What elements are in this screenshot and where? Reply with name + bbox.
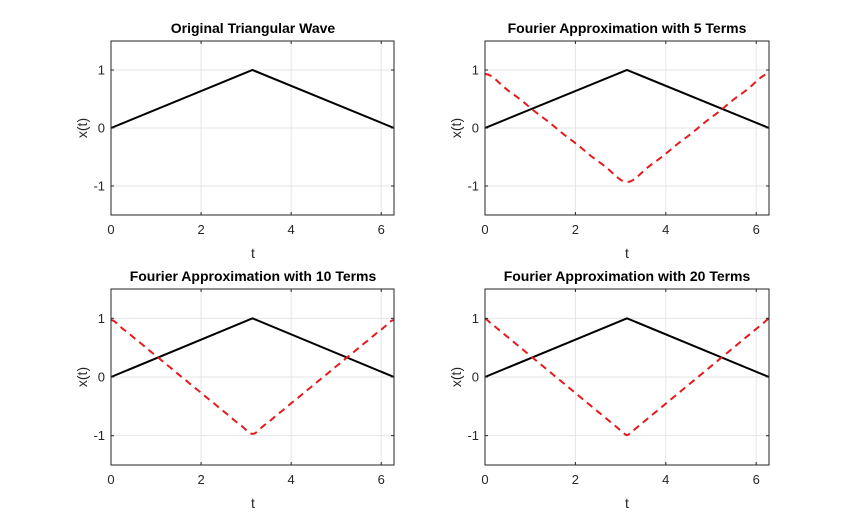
x-tick-label: 6 <box>753 472 760 487</box>
y-tick-label: -1 <box>93 428 105 443</box>
x-tick-label: 6 <box>753 222 760 237</box>
x-tick-label: 4 <box>662 222 669 237</box>
x-tick-label: 2 <box>197 472 204 487</box>
curves <box>110 317 395 435</box>
tick-labels: 0 2 4 6 -1 0 1 <box>467 289 769 487</box>
original-wave-line <box>484 68 770 129</box>
tick-labels: 0 2 4 6 -1 0 1 <box>93 289 394 487</box>
x-tick-label: 0 <box>481 472 488 487</box>
y-tick-label: -1 <box>467 179 479 194</box>
x-tick-label: 2 <box>572 472 579 487</box>
x-axis-label: t <box>251 245 255 261</box>
subplot-original-wave: Original Triangular Wave 0 2 4 6 -1 0 1 t x(t) <box>74 20 395 261</box>
x-tick-label: 0 <box>107 472 114 487</box>
y-tick-label: 1 <box>472 63 479 78</box>
x-tick-label: 2 <box>572 222 579 237</box>
x-tick-label: 4 <box>288 222 295 237</box>
x-tick-label: 6 <box>378 222 385 237</box>
y-tick-label: 1 <box>98 63 105 78</box>
y-axis-label: x(t) <box>448 118 464 138</box>
subplot-title: Fourier Approximation with 20 Terms <box>504 268 751 284</box>
y-tick-label: 1 <box>472 311 479 326</box>
y-tick-label: -1 <box>467 428 479 443</box>
x-axis-label: t <box>625 245 629 261</box>
y-tick-label: 0 <box>472 121 479 136</box>
subplot-fourier-20-terms: Fourier Approximation with 20 Terms 0 2 4 6… <box>448 268 770 511</box>
x-tick-label: 6 <box>378 472 385 487</box>
y-tick-label: 1 <box>98 311 105 326</box>
tick-labels: 0 2 4 6 -1 0 1 <box>467 41 769 237</box>
fourier-approx-line <box>110 319 395 435</box>
x-tick-label: 4 <box>662 472 669 487</box>
x-tick-label: 4 <box>288 472 295 487</box>
x-tick-label: 0 <box>107 222 114 237</box>
y-tick-label: 0 <box>472 370 479 385</box>
y-axis-label: x(t) <box>74 367 90 387</box>
subplot-fourier-5-terms: Fourier Approximation with 5 Terms 0 2 4 6 -… <box>448 20 770 261</box>
subplot-fourier-10-terms: Fourier Approximation with 10 Terms 0 2 4 6… <box>74 268 395 511</box>
curves <box>110 68 395 129</box>
subplot-title: Fourier Approximation with 5 Terms <box>508 20 747 36</box>
subplot-title: Original Triangular Wave <box>171 20 336 36</box>
x-tick-label: 2 <box>197 222 204 237</box>
fourier-approx-line <box>484 317 770 437</box>
curves <box>484 68 770 183</box>
y-tick-label: 0 <box>98 370 105 385</box>
y-axis-label: x(t) <box>74 118 90 138</box>
y-axis-label: x(t) <box>448 367 464 387</box>
curves <box>484 317 770 437</box>
y-tick-label: -1 <box>93 179 105 194</box>
subplot-title: Fourier Approximation with 10 Terms <box>130 268 377 284</box>
original-wave-line <box>110 68 395 129</box>
x-axis-label: t <box>251 495 255 511</box>
x-tick-label: 0 <box>481 222 488 237</box>
y-tick-label: 0 <box>98 121 105 136</box>
tick-labels: 0 2 4 6 -1 0 1 <box>93 41 394 237</box>
x-axis-label: t <box>625 495 629 511</box>
